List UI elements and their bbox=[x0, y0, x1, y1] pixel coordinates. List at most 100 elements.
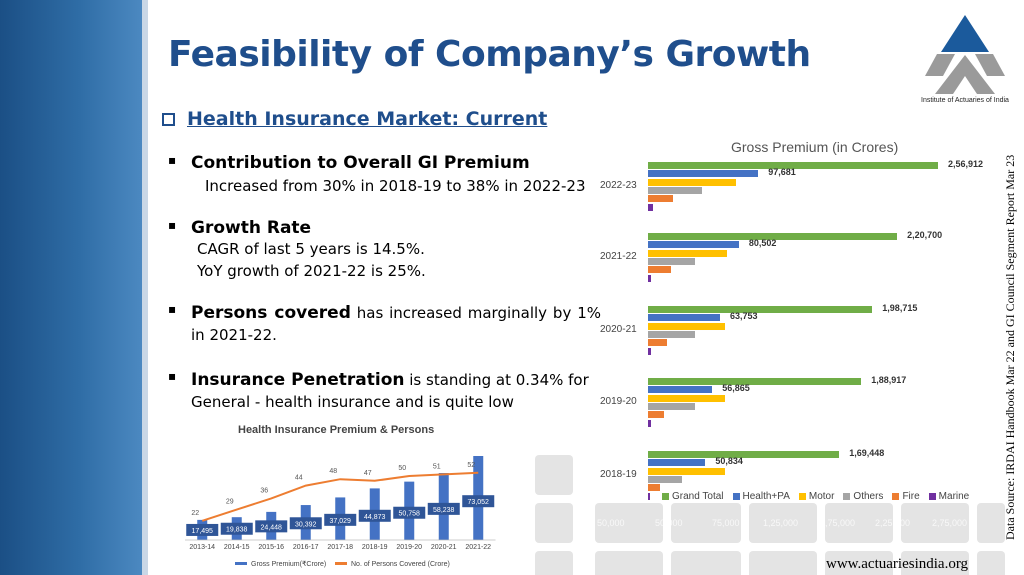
legend-label: Grand Total bbox=[672, 491, 724, 502]
x-axis-label: 2018-19 bbox=[362, 544, 388, 551]
sidebar-decoration bbox=[0, 0, 148, 575]
persons-data-label: 50 bbox=[398, 465, 406, 472]
data-label: 50,834 bbox=[715, 456, 743, 467]
data-label: 1,98,715 bbox=[882, 303, 918, 313]
y-axis-label: 2019-20 bbox=[600, 396, 637, 407]
bar-grand_total bbox=[648, 306, 873, 313]
bar-fire bbox=[648, 195, 673, 203]
faded-tick-label: 2,75,000 bbox=[932, 518, 968, 528]
bar-fire bbox=[648, 266, 671, 274]
premium-label-box bbox=[186, 523, 219, 536]
bar-others bbox=[648, 475, 682, 483]
checkbox-bullet-icon bbox=[162, 112, 175, 126]
square-bullet-icon: ▪ bbox=[168, 218, 177, 232]
persons-data-label: 51 bbox=[433, 463, 441, 470]
data-label: 56,865 bbox=[722, 383, 750, 394]
premium-data-label: 73,052 bbox=[468, 499, 490, 506]
bar-others bbox=[648, 402, 696, 410]
premium-data-label: 37,029 bbox=[330, 518, 352, 525]
health-premium-chart: 17,495 2013-14 19,838 2014-15 24,448 2015-16 3… bbox=[185, 456, 496, 568]
bullet-heading: Contribution to Overall GI Premium bbox=[191, 153, 530, 173]
x-axis-label: 2016-17 bbox=[293, 544, 319, 551]
bar-health_pa bbox=[648, 386, 713, 394]
x-axis-label: 2015-16 bbox=[258, 544, 284, 551]
bar-marine bbox=[648, 203, 653, 211]
faded-tick-label: 1,25,000 bbox=[763, 518, 799, 528]
website-url: www.actuariesindia.org bbox=[826, 556, 969, 572]
bar-marine bbox=[648, 274, 652, 282]
legend-label: Motor bbox=[808, 491, 835, 502]
bullet-text: CAGR of last 5 years is 14.5%. bbox=[197, 240, 425, 258]
gross-premium-legend: Grand Total Health+PA Motor Others Fire Marin… bbox=[662, 491, 969, 502]
square-bullet-icon: ▪ bbox=[168, 153, 177, 167]
premium-label-box bbox=[289, 517, 322, 530]
bar-grand_total bbox=[648, 378, 862, 385]
bullet-heading: Growth Rate bbox=[191, 218, 312, 238]
legend-label: Marine bbox=[938, 491, 970, 502]
bar-grand_total bbox=[648, 162, 938, 169]
bar-health_pa bbox=[648, 459, 706, 467]
faded-tick-label: 50,000 bbox=[655, 518, 683, 528]
premium-data-label: 30,392 bbox=[295, 521, 317, 528]
bullet-text: Increased from 30% in 2018-19 to 38% in … bbox=[205, 177, 586, 195]
bar-grand_total bbox=[648, 451, 840, 458]
bar-health_pa bbox=[648, 170, 759, 178]
bar-marine bbox=[648, 492, 651, 500]
legend-item: Health+PA bbox=[732, 491, 790, 502]
legend-item: Fire bbox=[892, 491, 920, 502]
premium-data-label: 58,238 bbox=[433, 507, 455, 514]
bar-motor bbox=[648, 178, 737, 186]
section-heading: Health Insurance Market: Current bbox=[162, 108, 547, 130]
persons-data-label: 52 bbox=[467, 462, 475, 469]
bar-health_pa bbox=[648, 314, 720, 322]
legend-label: Others bbox=[853, 491, 884, 502]
data-label: 97,681 bbox=[768, 167, 796, 178]
data-label: 1,69,448 bbox=[849, 448, 885, 458]
bar-others bbox=[648, 330, 696, 338]
premium-data-label: 19,838 bbox=[226, 527, 248, 534]
x-axis-label: 2014-15 bbox=[224, 544, 250, 551]
legend-swatch-premium bbox=[235, 562, 247, 565]
premium-label-box bbox=[220, 522, 253, 535]
data-label: 80,502 bbox=[748, 238, 777, 249]
legend-swatch bbox=[892, 493, 900, 500]
bar-others bbox=[648, 186, 703, 194]
bullet-text: has increased marginally by 1% in 2021-2… bbox=[191, 304, 601, 344]
premium-label-box bbox=[324, 513, 357, 526]
legend-label: Health+PA bbox=[742, 491, 790, 502]
bullet-text: is standing at 0.34% for General - healt… bbox=[191, 371, 589, 411]
bar-fire bbox=[648, 411, 664, 419]
square-bullet-icon: ▪ bbox=[168, 369, 177, 383]
bar-motor bbox=[648, 467, 725, 475]
y-axis-label: 2022-23 bbox=[600, 180, 637, 191]
legend-swatch bbox=[662, 493, 669, 500]
data-label: 1,88,917 bbox=[871, 375, 907, 385]
persons-data-label: 36 bbox=[260, 487, 268, 494]
data-label: 2,56,912 bbox=[948, 159, 984, 169]
legend-swatch bbox=[732, 493, 740, 500]
y-axis-label: 2018-19 bbox=[600, 469, 637, 480]
y-axis-label: 2021-22 bbox=[600, 251, 637, 262]
x-axis-label: 2013-14 bbox=[189, 544, 215, 551]
faded-tick-label: 2,25,000 bbox=[875, 518, 911, 528]
background-tiles bbox=[535, 455, 1005, 575]
bar-motor bbox=[648, 249, 727, 257]
health-premium-chart-title: Health Insurance Premium & Persons bbox=[238, 424, 435, 436]
data-label: 2,20,700 bbox=[907, 230, 943, 240]
legend-label-premium: Gross Premium(₹Crore) bbox=[251, 560, 326, 568]
y-axis-label: 2020-21 bbox=[600, 324, 637, 335]
legend-label-persons: No. of Persons Covered (Crore) bbox=[351, 561, 450, 568]
sidebar-stripe bbox=[142, 0, 148, 575]
premium-data-label: 50,758 bbox=[399, 511, 421, 518]
legend-label: Fire bbox=[902, 491, 920, 502]
x-axis-label: 2021-22 bbox=[465, 544, 491, 551]
faded-tick-label: 75,000 bbox=[712, 518, 740, 528]
legend-swatch bbox=[928, 493, 936, 500]
bar-others bbox=[648, 257, 696, 265]
bar-motor bbox=[648, 322, 725, 330]
bar-motor bbox=[648, 394, 725, 402]
legend-item: Motor bbox=[798, 491, 835, 502]
persons-data-label: 22 bbox=[191, 510, 199, 517]
legend-swatch-persons bbox=[335, 562, 347, 565]
bar-health_pa bbox=[648, 241, 739, 249]
